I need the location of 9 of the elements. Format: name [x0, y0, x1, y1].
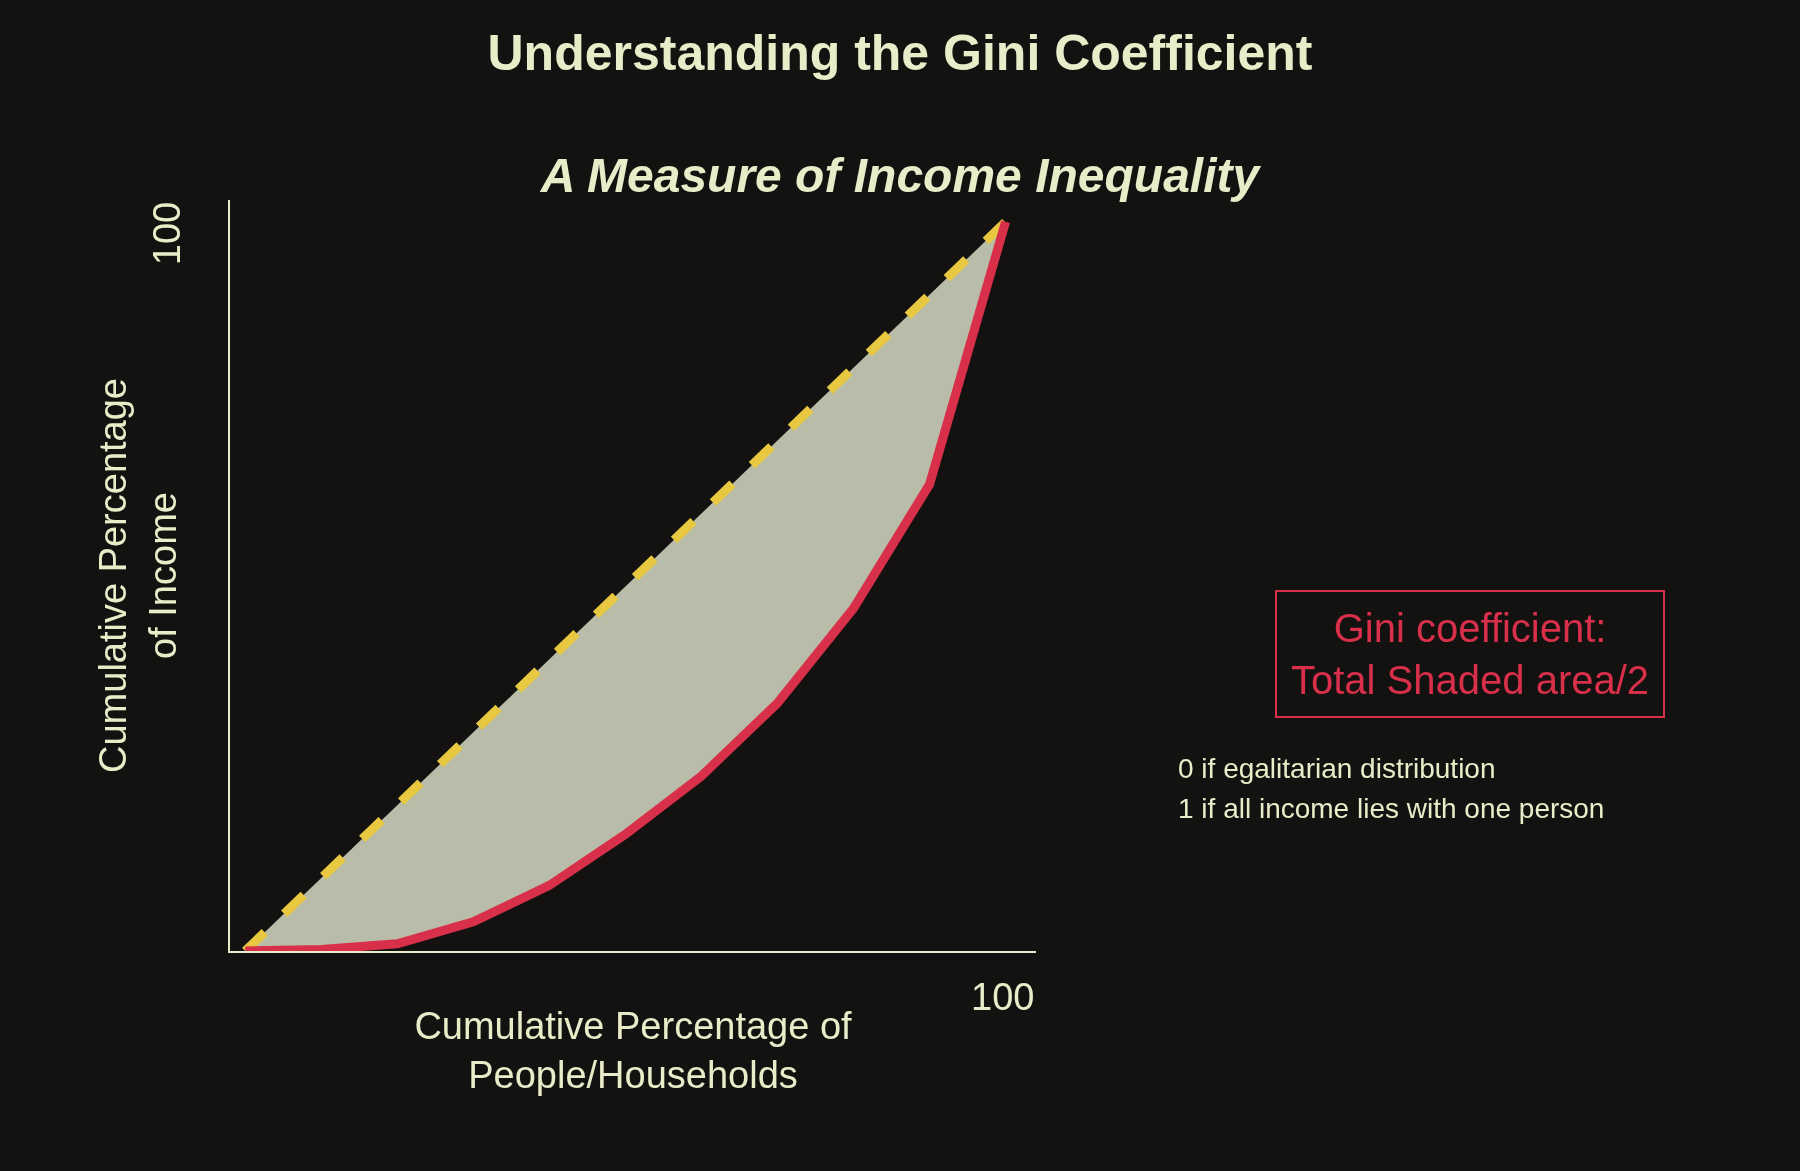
- text: 100: [146, 201, 189, 266]
- chart-title: Understanding the Gini Coefficient: [487, 25, 1313, 82]
- text: 100: [971, 976, 1035, 1018]
- x-axis-title: Cumulative Percentage of People/Households: [414, 1004, 853, 1096]
- chart-subtitle: A Measure of Income Inequality: [539, 148, 1262, 202]
- text: Gini coefficient: Total Shaded area/2: [1291, 606, 1650, 702]
- text: 1 if all income lies with one person: [1178, 793, 1605, 824]
- y-axis-title: Cumulative Percentage of Income: [92, 378, 184, 773]
- text: 0 if egalitarian distribution: [1178, 753, 1496, 784]
